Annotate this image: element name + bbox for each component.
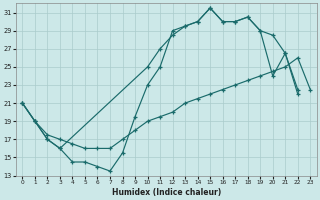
X-axis label: Humidex (Indice chaleur): Humidex (Indice chaleur) — [112, 188, 221, 197]
